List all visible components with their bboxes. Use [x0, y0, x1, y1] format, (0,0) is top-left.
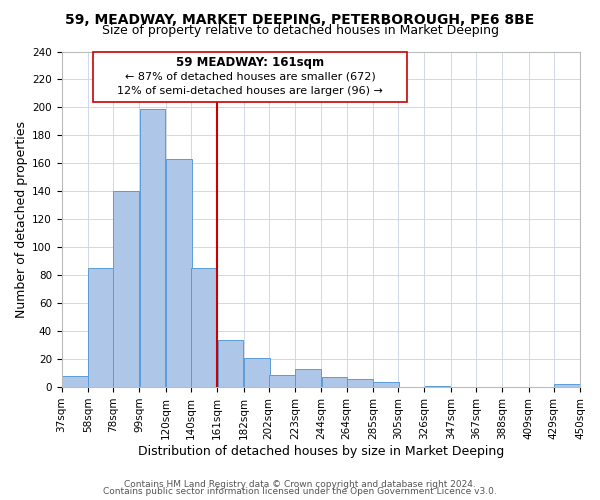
Text: Contains public sector information licensed under the Open Government Licence v3: Contains public sector information licen…: [103, 487, 497, 496]
Bar: [140, 109, 166, 387]
Bar: [88, 268, 114, 387]
Bar: [347, 378, 373, 387]
Text: Size of property relative to detached houses in Market Deeping: Size of property relative to detached ho…: [101, 24, 499, 37]
Bar: [218, 340, 244, 387]
Text: ← 87% of detached houses are smaller (672): ← 87% of detached houses are smaller (67…: [125, 71, 375, 81]
Bar: [191, 268, 217, 387]
Bar: [62, 376, 88, 387]
Text: 59, MEADWAY, MARKET DEEPING, PETERBOROUGH, PE6 8BE: 59, MEADWAY, MARKET DEEPING, PETERBOROUG…: [65, 12, 535, 26]
Text: 59 MEADWAY: 161sqm: 59 MEADWAY: 161sqm: [176, 56, 324, 68]
Text: Contains HM Land Registry data © Crown copyright and database right 2024.: Contains HM Land Registry data © Crown c…: [124, 480, 476, 489]
Bar: [166, 159, 192, 387]
X-axis label: Distribution of detached houses by size in Market Deeping: Distribution of detached houses by size …: [137, 444, 504, 458]
Bar: [295, 369, 321, 387]
Bar: [113, 192, 139, 387]
Y-axis label: Number of detached properties: Number of detached properties: [15, 121, 28, 318]
Bar: [244, 358, 269, 387]
Text: 12% of semi-detached houses are larger (96) →: 12% of semi-detached houses are larger (…: [117, 86, 383, 97]
Bar: [425, 386, 451, 387]
Bar: [269, 374, 295, 387]
Bar: [322, 378, 347, 387]
Bar: [373, 382, 399, 387]
Bar: [93, 52, 407, 102]
Bar: [554, 384, 580, 387]
